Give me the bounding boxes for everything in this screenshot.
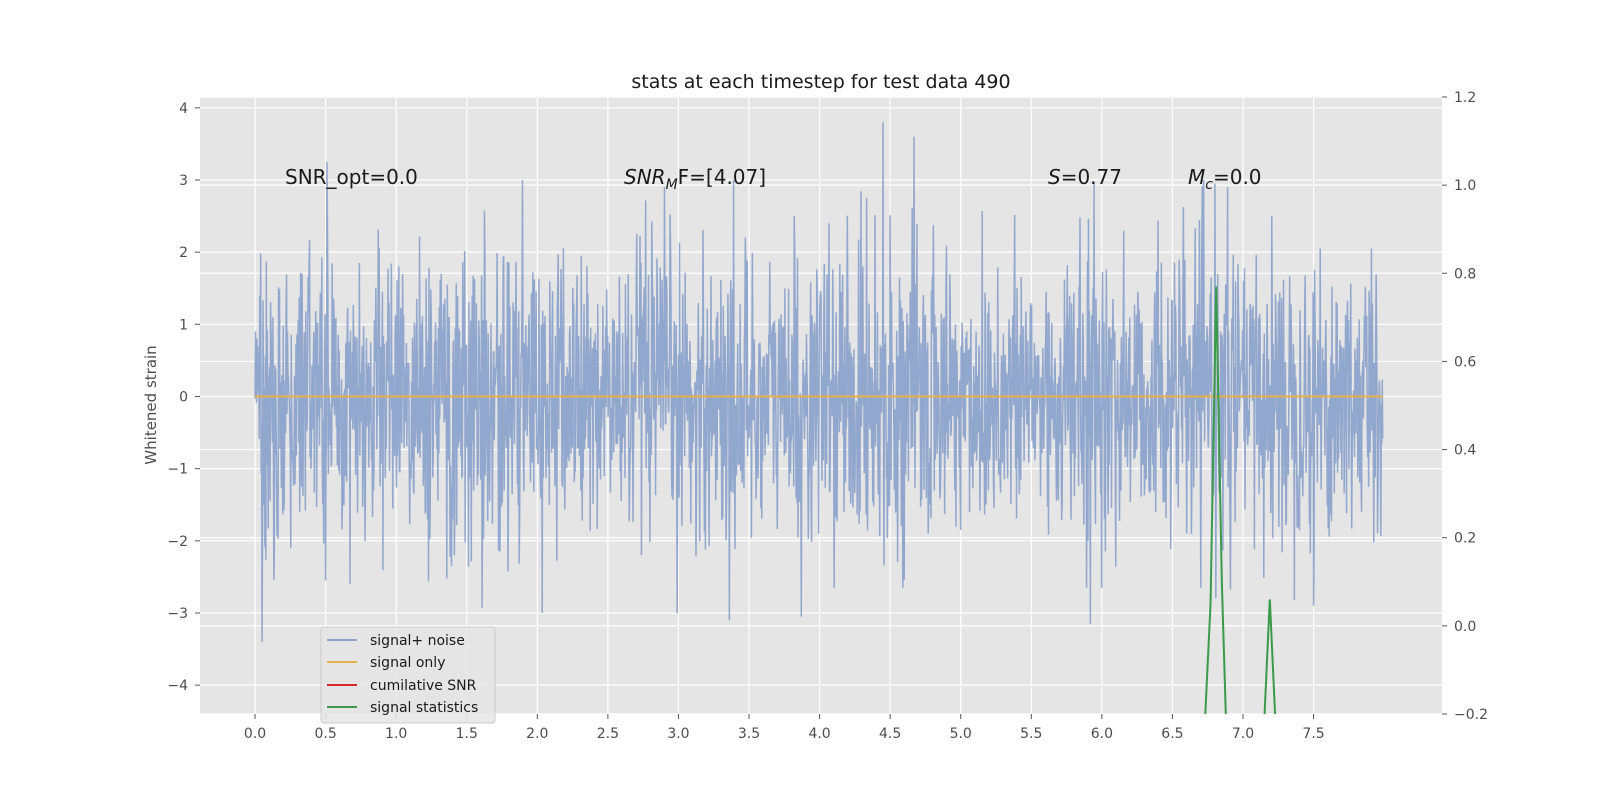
annotation-mc-sub: c	[1205, 177, 1213, 193]
x-tick-label: 7.0	[1232, 726, 1254, 742]
y2-tick-label: 0.8	[1454, 266, 1476, 282]
annotations: SNR_opt=0.0 SNRMF=[4.07] S=0.77 Mc=0.0	[285, 165, 1262, 193]
y-tick-label: −3	[167, 606, 188, 622]
y2-tick-label: 0.0	[1454, 619, 1476, 635]
x-tick-label: 0.0	[244, 726, 266, 742]
x-tick-label: 6.0	[1091, 726, 1113, 742]
x-tick-label: 4.5	[879, 726, 901, 742]
y-axis-right: 1.2 1.0 0.8 0.6 0.4 0.2 0.0 −0.2	[1442, 90, 1488, 723]
y-tick-label: 3	[179, 173, 188, 189]
y-tick-label: −2	[167, 534, 188, 550]
y2-tick-label: 0.4	[1454, 443, 1476, 459]
chart-title: stats at each timestep for test data 490	[631, 71, 1010, 93]
annotation-s-rest: =0.77	[1061, 165, 1122, 189]
y-tick-label: 1	[179, 317, 188, 333]
annotation-snr-opt: SNR_opt=0.0	[285, 165, 418, 189]
x-tick-label: 7.5	[1302, 726, 1324, 742]
annotation-snr-mf-rest: F=[4.07]	[678, 165, 766, 189]
x-axis: 0.0 0.5 1.0 1.5 2.0 2.5 3.0 3.5 4.0 4.5 5.0 5.5 6.0 6…	[244, 714, 1325, 742]
x-tick-label: 4.0	[808, 726, 830, 742]
series-signal-statistics	[1204, 286, 1277, 714]
y2-tick-label: 1.2	[1454, 90, 1476, 106]
x-tick-label: 3.0	[667, 726, 689, 742]
annotation-snr-mf-sub: M	[666, 177, 678, 193]
y-tick-label: −1	[167, 462, 188, 478]
y-tick-label: 4	[179, 101, 188, 117]
annotation-mc-rest: =0.0	[1213, 165, 1262, 189]
legend-label-signal-statistics: signal statistics	[370, 700, 478, 716]
y-tick-label: −4	[167, 678, 188, 694]
x-tick-label: 2.0	[526, 726, 548, 742]
y-axis-label: Whitened strain	[142, 345, 160, 464]
y2-tick-label: 1.0	[1454, 178, 1476, 194]
x-tick-label: 6.5	[1161, 726, 1183, 742]
legend-label-cumulative-snr: cumilative SNR	[370, 678, 477, 694]
series-signal-noise	[254, 122, 1384, 642]
legend-label-signal-noise: signal+ noise	[370, 633, 465, 649]
annotation-mc: Mc=0.0	[1188, 165, 1262, 193]
x-tick-label: 3.5	[738, 726, 760, 742]
x-tick-label: 2.5	[597, 726, 619, 742]
y-axis-left: 4 3 2 1 0 −1 −2 −3 −4	[167, 101, 200, 694]
annotation-s: S=0.77	[1048, 165, 1122, 189]
x-tick-label: 5.5	[1020, 726, 1042, 742]
y2-tick-label: 0.2	[1454, 531, 1476, 547]
annotation-snr-mf-main: SNR	[624, 165, 666, 189]
x-tick-label: 5.0	[950, 726, 972, 742]
annotation-s-main: S	[1048, 165, 1061, 189]
series-layer	[254, 122, 1384, 714]
y2-tick-label: −0.2	[1454, 707, 1488, 723]
legend: signal+ noise signal only cumilative SNR…	[320, 626, 496, 724]
annotation-snr-mf: SNRMF=[4.07]	[624, 165, 766, 193]
x-tick-label: 1.0	[385, 726, 407, 742]
legend-label-signal-only: signal only	[370, 655, 445, 671]
x-tick-label: 1.5	[456, 726, 478, 742]
annotation-mc-main: M	[1188, 165, 1205, 189]
y-tick-label: 0	[179, 389, 188, 405]
x-tick-label: 0.5	[314, 726, 336, 742]
legend-box	[320, 626, 496, 724]
y2-tick-label: 0.6	[1454, 354, 1476, 370]
y-tick-label: 2	[179, 245, 188, 261]
